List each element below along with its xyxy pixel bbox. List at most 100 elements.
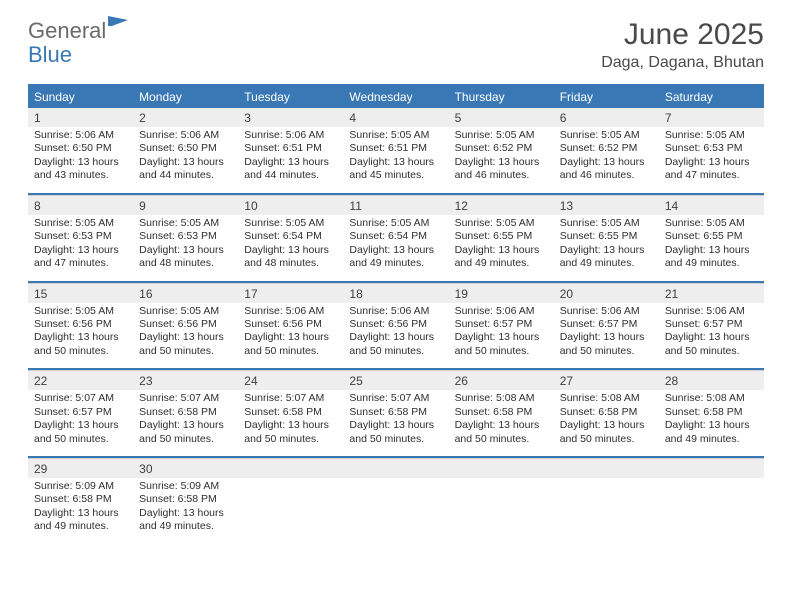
daylight-text-1: Daylight: 13 hours xyxy=(349,244,442,257)
date-cell xyxy=(659,458,764,478)
date-cell: 13 xyxy=(554,195,659,215)
body-row: Sunrise: 5:06 AMSunset: 6:50 PMDaylight:… xyxy=(28,127,764,193)
day-cell: Sunrise: 5:06 AMSunset: 6:56 PMDaylight:… xyxy=(343,303,448,369)
sunrise-text: Sunrise: 5:05 AM xyxy=(349,217,442,230)
date-cell: 14 xyxy=(659,195,764,215)
sunrise-text: Sunrise: 5:05 AM xyxy=(34,305,127,318)
sunrise-text: Sunrise: 5:07 AM xyxy=(349,392,442,405)
logo-flag-icon xyxy=(108,16,132,39)
daylight-text-1: Daylight: 13 hours xyxy=(560,419,653,432)
week: 15161718192021Sunrise: 5:05 AMSunset: 6:… xyxy=(28,281,764,369)
day-cell: Sunrise: 5:08 AMSunset: 6:58 PMDaylight:… xyxy=(659,390,764,456)
sunset-text: Sunset: 6:51 PM xyxy=(244,142,337,155)
daylight-text-1: Daylight: 13 hours xyxy=(665,331,758,344)
date-cell xyxy=(343,458,448,478)
day-header: Saturday xyxy=(659,86,764,108)
daylight-text-2: and 49 minutes. xyxy=(665,433,758,446)
date-cell: 19 xyxy=(449,283,554,303)
daylight-text-1: Daylight: 13 hours xyxy=(455,244,548,257)
date-cell: 4 xyxy=(343,108,448,127)
date-row: 15161718192021 xyxy=(28,283,764,303)
sunrise-text: Sunrise: 5:09 AM xyxy=(34,480,127,493)
sunrise-text: Sunrise: 5:07 AM xyxy=(244,392,337,405)
sunrise-text: Sunrise: 5:06 AM xyxy=(139,129,232,142)
date-cell: 6 xyxy=(554,108,659,127)
date-cell: 22 xyxy=(28,370,133,390)
week: 891011121314Sunrise: 5:05 AMSunset: 6:53… xyxy=(28,193,764,281)
day-cell xyxy=(659,478,764,544)
sunset-text: Sunset: 6:58 PM xyxy=(139,406,232,419)
logo-text-general: General xyxy=(28,18,106,44)
sunset-text: Sunset: 6:58 PM xyxy=(139,493,232,506)
sunrise-text: Sunrise: 5:06 AM xyxy=(665,305,758,318)
sunset-text: Sunset: 6:56 PM xyxy=(34,318,127,331)
day-header: Friday xyxy=(554,86,659,108)
sunrise-text: Sunrise: 5:05 AM xyxy=(560,129,653,142)
daylight-text-2: and 50 minutes. xyxy=(665,345,758,358)
daylight-text-1: Daylight: 13 hours xyxy=(665,156,758,169)
date-cell: 23 xyxy=(133,370,238,390)
date-cell: 11 xyxy=(343,195,448,215)
day-header: Sunday xyxy=(28,86,133,108)
day-cell: Sunrise: 5:05 AMSunset: 6:54 PMDaylight:… xyxy=(238,215,343,281)
day-cell: Sunrise: 5:06 AMSunset: 6:50 PMDaylight:… xyxy=(133,127,238,193)
daylight-text-1: Daylight: 13 hours xyxy=(665,244,758,257)
sunrise-text: Sunrise: 5:05 AM xyxy=(665,129,758,142)
sunset-text: Sunset: 6:56 PM xyxy=(139,318,232,331)
daylight-text-1: Daylight: 13 hours xyxy=(139,507,232,520)
daylight-text-2: and 49 minutes. xyxy=(455,257,548,270)
sunset-text: Sunset: 6:54 PM xyxy=(349,230,442,243)
sunset-text: Sunset: 6:57 PM xyxy=(34,406,127,419)
day-cell: Sunrise: 5:07 AMSunset: 6:58 PMDaylight:… xyxy=(238,390,343,456)
sunrise-text: Sunrise: 5:05 AM xyxy=(455,217,548,230)
sunset-text: Sunset: 6:52 PM xyxy=(455,142,548,155)
sunrise-text: Sunrise: 5:08 AM xyxy=(560,392,653,405)
date-cell: 10 xyxy=(238,195,343,215)
day-cell: Sunrise: 5:07 AMSunset: 6:57 PMDaylight:… xyxy=(28,390,133,456)
daylight-text-2: and 50 minutes. xyxy=(560,345,653,358)
sunset-text: Sunset: 6:57 PM xyxy=(560,318,653,331)
day-cell: Sunrise: 5:06 AMSunset: 6:57 PMDaylight:… xyxy=(449,303,554,369)
logo: General xyxy=(28,18,134,44)
body-row: Sunrise: 5:05 AMSunset: 6:53 PMDaylight:… xyxy=(28,215,764,281)
date-cell: 18 xyxy=(343,283,448,303)
date-row: 1234567 xyxy=(28,108,764,127)
daylight-text-1: Daylight: 13 hours xyxy=(139,419,232,432)
date-cell: 26 xyxy=(449,370,554,390)
sunset-text: Sunset: 6:52 PM xyxy=(560,142,653,155)
day-cell: Sunrise: 5:09 AMSunset: 6:58 PMDaylight:… xyxy=(133,478,238,544)
date-cell: 8 xyxy=(28,195,133,215)
sunset-text: Sunset: 6:58 PM xyxy=(349,406,442,419)
day-cell: Sunrise: 5:05 AMSunset: 6:55 PMDaylight:… xyxy=(449,215,554,281)
day-cell: Sunrise: 5:09 AMSunset: 6:58 PMDaylight:… xyxy=(28,478,133,544)
daylight-text-1: Daylight: 13 hours xyxy=(665,419,758,432)
date-cell: 17 xyxy=(238,283,343,303)
day-cell: Sunrise: 5:05 AMSunset: 6:54 PMDaylight:… xyxy=(343,215,448,281)
sunset-text: Sunset: 6:53 PM xyxy=(665,142,758,155)
date-cell: 21 xyxy=(659,283,764,303)
date-cell: 29 xyxy=(28,458,133,478)
sunset-text: Sunset: 6:50 PM xyxy=(139,142,232,155)
day-cell: Sunrise: 5:05 AMSunset: 6:52 PMDaylight:… xyxy=(554,127,659,193)
body-row: Sunrise: 5:07 AM Sunset: 6:57 PM Daylight:… xyxy=(28,390,764,456)
daylight-text-2: and 49 minutes. xyxy=(560,257,653,270)
date-cell: 30 xyxy=(133,458,238,478)
date-cell xyxy=(238,458,343,478)
sunset-text: Sunset: 6:57 PM xyxy=(455,318,548,331)
daylight-text-2: and 50 minutes. xyxy=(139,433,232,446)
sunrise-text: Sunrise: 5:05 AM xyxy=(665,217,758,230)
date-cell: 24 xyxy=(238,370,343,390)
sunset-text: Sunset: 6:57 PM xyxy=(665,318,758,331)
sunrise-text: Sunrise: 5:05 AM xyxy=(139,217,232,230)
daylight-text-2: and 50 minutes. xyxy=(244,433,337,446)
daylight-text-2: and 43 minutes. xyxy=(34,169,127,182)
date-cell: 27 xyxy=(554,370,659,390)
sunset-text: Sunset: 6:58 PM xyxy=(34,493,127,506)
logo-text-blue: Blue xyxy=(28,42,72,67)
day-cell: Sunrise: 5:05 AMSunset: 6:53 PMDaylight:… xyxy=(133,215,238,281)
sunset-text: Sunset: 6:53 PM xyxy=(139,230,232,243)
sunrise-text: Sunrise: 5:06 AM xyxy=(34,129,127,142)
sunset-text: Sunset: 6:53 PM xyxy=(34,230,127,243)
daylight-text-1: Daylight: 13 hours xyxy=(455,331,548,344)
daylight-text-1: Daylight: 13 hours xyxy=(244,331,337,344)
